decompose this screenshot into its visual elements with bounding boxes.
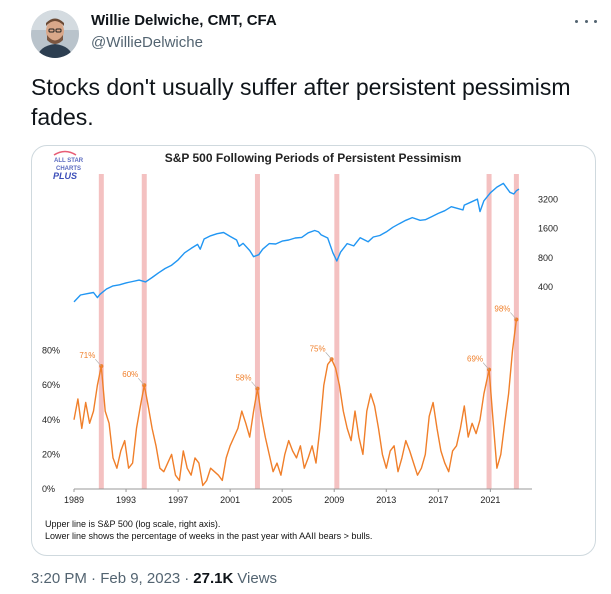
highlight-band-2 [254,174,260,489]
right-tick-label-3: 3200 [538,195,558,205]
highlight-band-1 [141,174,147,489]
chart-logo: ALL STAR CHARTS PLUS [53,150,84,181]
left-tick-label-1: 20% [42,449,60,459]
right-tick-label-2: 1600 [538,224,558,234]
annotation-leader-3 [325,352,332,360]
chart: ALL STAR CHARTS PLUS S&P 500 Following P… [42,150,558,541]
x-tick-label-6: 2013 [376,495,396,505]
annotation-leader-0 [95,358,102,367]
annotation-label-4: 69% [467,355,483,364]
highlight-band-4 [486,174,492,489]
chart-annotations: 71% 60% 58% 75% 69% 98% [79,304,519,391]
x-tick-label-5: 2009 [324,495,344,505]
avatar[interactable] [31,10,79,58]
tweet-media-chart[interactable]: ALL STAR CHARTS PLUS S&P 500 Following P… [31,145,596,556]
x-tick-label-1: 1993 [116,495,136,505]
chart-footnote-1: Upper line is S&P 500 (log scale, right … [45,519,220,529]
annotation-leader-2 [251,381,258,389]
x-tick-label-8: 2021 [480,495,500,505]
tweet-meta: 3:20 PM · Feb 9, 2023 · 27.1K Views [31,570,277,587]
pessimism-line [73,319,518,487]
left-tick-label-3: 60% [42,380,60,390]
chart-axes: 1989 1993 1997 2001 2005 2009 2013 2017 2021 0% 20… [42,195,558,505]
highlight-band-0 [98,174,104,489]
sp500-line [73,182,520,303]
author-name[interactable]: Willie Delwiche, CMT, CFA [91,12,277,29]
logo-text-1: ALL STAR [54,158,84,164]
right-tick-label-1: 800 [538,253,553,263]
right-tick-label-0: 400 [538,282,553,292]
more-options-icon[interactable] [575,14,597,28]
tweet-timestamp[interactable]: 3:20 PM · Feb 9, 2023 [31,570,181,587]
chart-series [73,182,520,487]
tweet-text: Stocks don't usually suffer after persis… [31,74,571,130]
annotation-label-0: 71% [79,351,95,360]
views-count: 27.1K [193,570,234,587]
left-tick-label-2: 40% [42,415,60,425]
logo-text-3: PLUS [53,171,77,181]
logo-text-2: CHARTS [56,166,81,172]
chart-footnote-2: Lower line shows the percentage of weeks… [45,531,372,541]
author-handle[interactable]: @WillieDelwiche [91,34,203,51]
left-tick-label-4: 80% [42,346,60,356]
left-tick-label-0: 0% [42,484,55,494]
logo-arc [53,150,77,156]
views-label: Views [237,570,278,587]
annotation-leader-5 [510,312,517,320]
annotation-label-3: 75% [310,344,326,353]
meta-separator: · [184,570,190,587]
x-tick-label-0: 1989 [64,495,84,505]
avatar-image [31,10,79,58]
chart-title: S&P 500 Following Periods of Persistent … [165,151,462,165]
x-tick-label-7: 2017 [428,495,448,505]
highlight-bands [98,174,519,489]
x-tick-label-4: 2005 [272,495,292,505]
x-tick-label-3: 2001 [220,495,240,505]
annotation-leader-1 [138,378,145,386]
annotation-leader-4 [482,362,490,370]
highlight-band-3 [334,174,340,489]
annotation-label-1: 60% [122,370,138,379]
highlight-band-5 [513,174,519,489]
annotation-label-2: 58% [235,374,251,383]
annotation-label-5: 98% [494,304,510,313]
x-tick-label-2: 1997 [168,495,188,505]
